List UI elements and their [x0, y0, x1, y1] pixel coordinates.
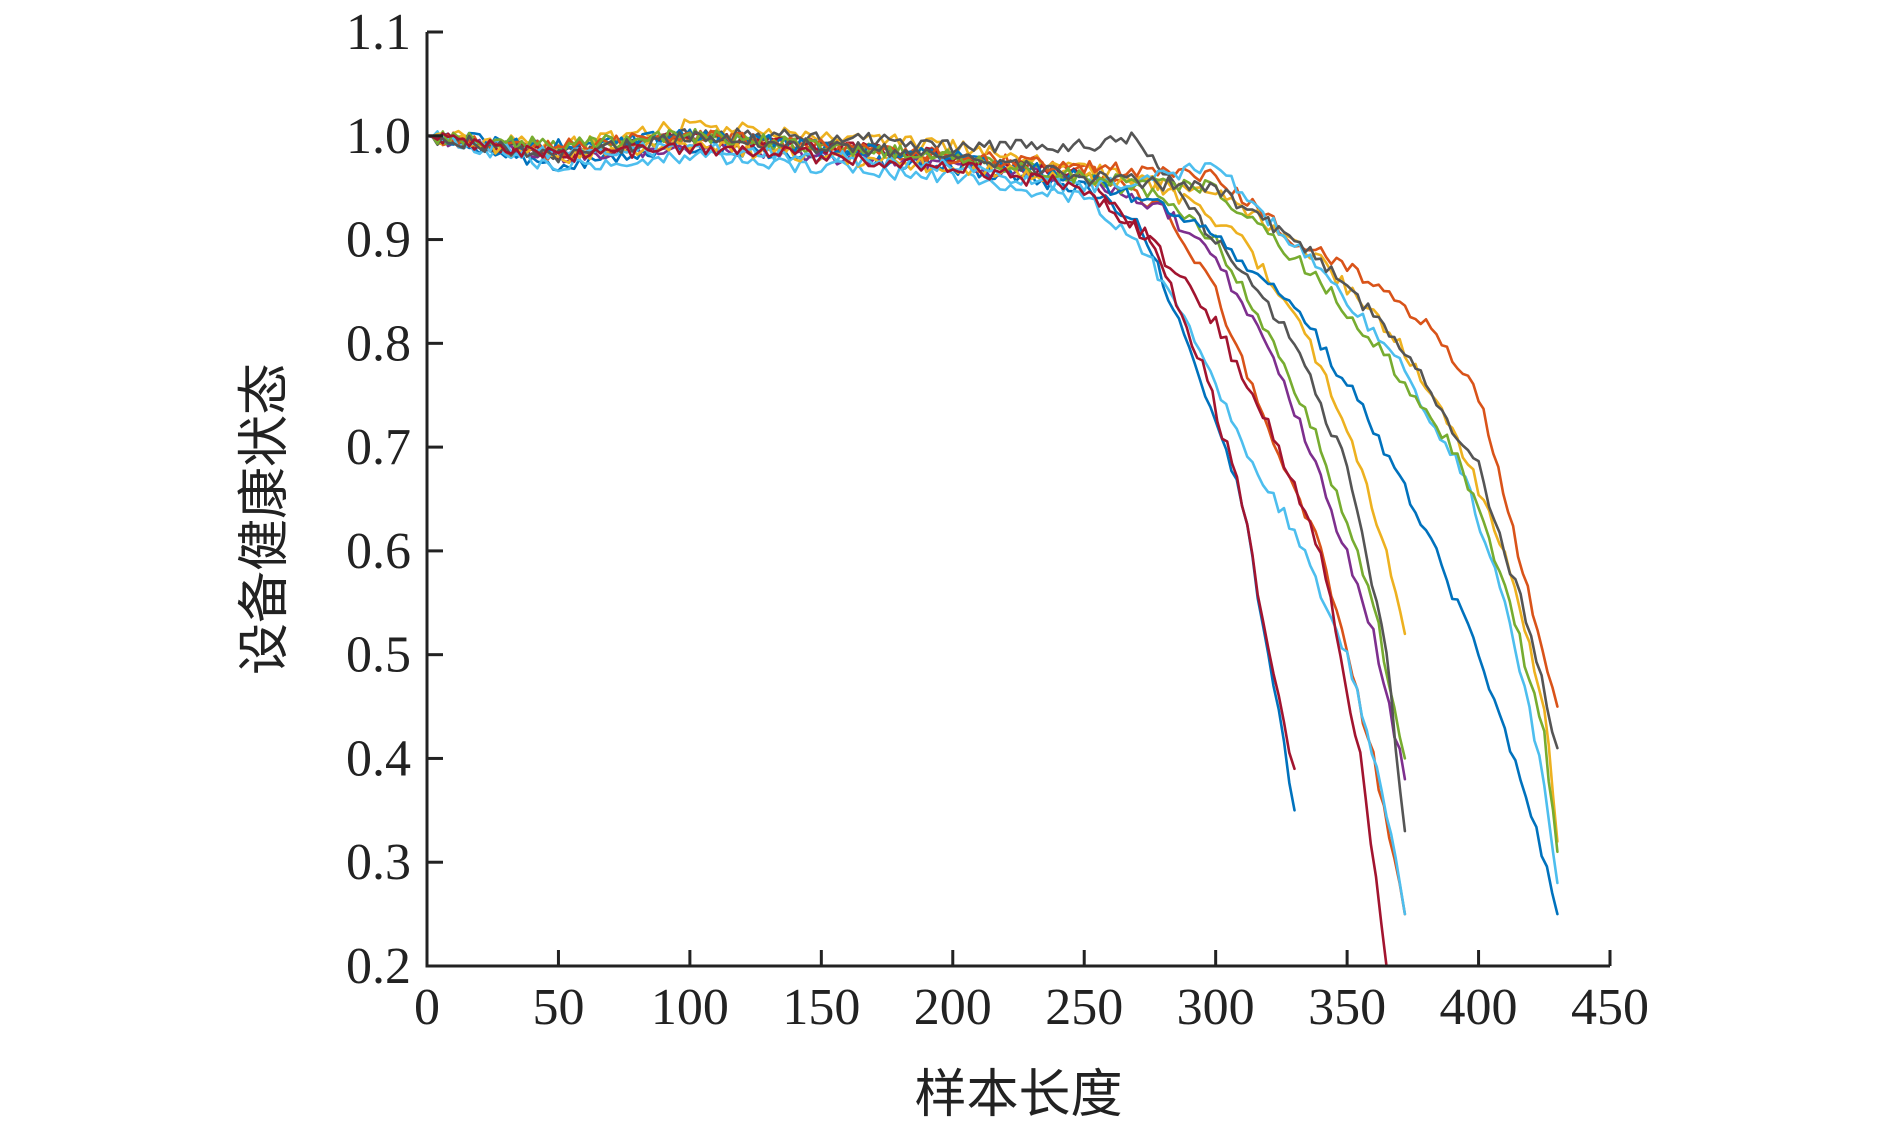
- x-tick-label: 450: [1571, 979, 1649, 1036]
- x-tick-label: 50: [532, 979, 584, 1036]
- y-tick-label: 1.1: [346, 4, 411, 61]
- series-line-10: [425, 129, 1559, 708]
- y-tick-label: 0.2: [346, 938, 411, 995]
- series-line-9: [425, 128, 1559, 916]
- y-axis-title: 设备健康状态: [235, 363, 295, 675]
- series-line-8: [425, 127, 1407, 833]
- series-line-3: [425, 118, 1407, 636]
- x-tick-label: 0: [414, 979, 440, 1036]
- y-tick-label: 0.5: [346, 627, 411, 684]
- x-ticks: 0 50 100 150 200 250 300 350 400 450: [414, 950, 1649, 1036]
- y-tick-label: 0.7: [346, 419, 411, 476]
- series-line-4: [425, 132, 1407, 781]
- x-tick-label: 350: [1308, 979, 1386, 1036]
- series-line-14: [425, 130, 1559, 750]
- x-tick-label: 100: [651, 979, 729, 1036]
- x-tick-label: 250: [1045, 979, 1123, 1036]
- x-tick-label: 300: [1177, 979, 1255, 1036]
- series-line-6: [425, 130, 1407, 916]
- series-line-12: [425, 134, 1559, 885]
- x-axis-title: 样本长度: [914, 1065, 1122, 1125]
- y-tick-label: 1.0: [346, 108, 411, 165]
- series-line-1: [425, 132, 1296, 812]
- y-ticks: 0.2 0.3 0.4 0.5 0.6 0.7 0.8 0.9 1.0 1.1: [346, 4, 443, 995]
- y-tick-label: 0.9: [346, 212, 411, 269]
- series-line-13: [425, 129, 1559, 854]
- y-tick-label: 0.6: [346, 523, 411, 580]
- x-tick-label: 400: [1440, 979, 1518, 1036]
- y-tick-label: 0.4: [346, 730, 411, 787]
- x-tick-label: 150: [782, 979, 860, 1036]
- series-layer: [425, 118, 1559, 968]
- y-tick-label: 0.3: [346, 834, 411, 891]
- series-line-15: [425, 132, 1388, 968]
- x-tick-label: 200: [914, 979, 992, 1036]
- y-tick-label: 0.8: [346, 315, 411, 372]
- series-line-11: [425, 132, 1559, 843]
- series-line-7: [425, 129, 1296, 771]
- series-line-2: [425, 130, 1407, 916]
